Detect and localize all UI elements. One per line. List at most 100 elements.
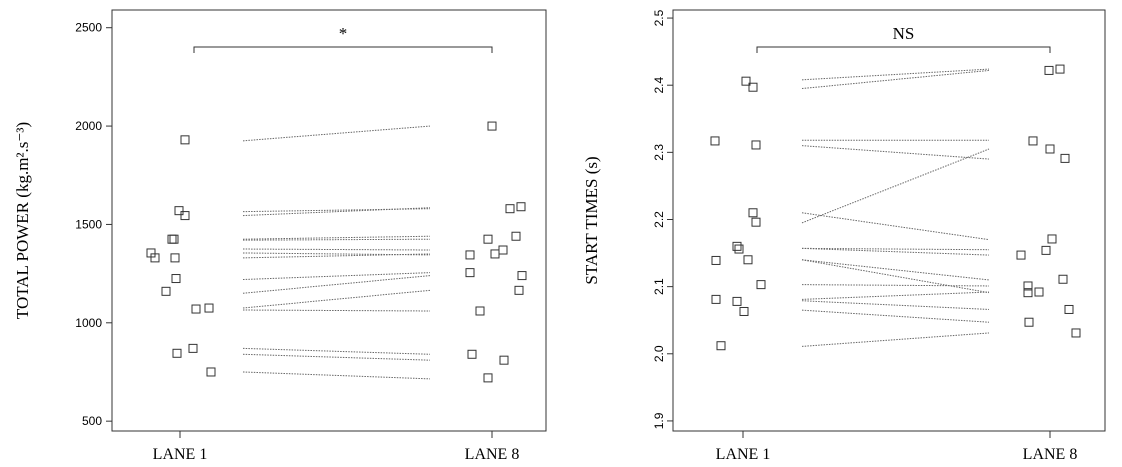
paired-lines	[242, 125, 431, 380]
paired-line	[242, 347, 431, 355]
lane1-point	[748, 208, 758, 218]
x-tick-label: LANE 1	[716, 446, 771, 463]
significance-label: *	[339, 24, 348, 43]
plot-frame	[111, 9, 547, 432]
paired-line	[801, 212, 990, 241]
y-tick-label: 2.0	[652, 345, 666, 362]
paired-line	[242, 208, 431, 213]
paired-line	[801, 247, 990, 251]
lane1-point	[167, 234, 177, 244]
paired-line	[242, 272, 431, 281]
paired-line	[242, 353, 431, 361]
paired-line	[242, 252, 431, 256]
paired-line	[801, 284, 990, 287]
x-tick-label: LANE 8	[465, 446, 520, 463]
lane8-point	[467, 349, 477, 359]
lane1-point	[741, 76, 751, 86]
y-tick-label: 2.1	[652, 278, 666, 295]
lane8-point	[505, 204, 515, 214]
y-tick-label: 2.2	[652, 211, 666, 228]
x-tick-label: LANE 8	[1023, 446, 1078, 463]
lane8-point	[465, 268, 475, 278]
lane1-point	[716, 341, 726, 351]
lane8-point	[1064, 304, 1074, 314]
y-tick-label: 1500	[75, 217, 102, 231]
lane1-point	[751, 217, 761, 227]
y-tick-label: 500	[82, 414, 102, 428]
lane8-point	[1044, 65, 1054, 75]
significance-bracket: *	[193, 24, 493, 53]
paired-line	[242, 309, 431, 312]
y-tick-label: 2.3	[652, 144, 666, 161]
lane1-point	[172, 348, 182, 358]
y-axis-title: TOTAL POWER (kg.m².s⁻³)	[13, 122, 32, 319]
lane1-point	[171, 274, 181, 284]
y-axis: 500 1000 1500 2000 2500	[75, 21, 112, 428]
paired-line	[242, 207, 431, 217]
y-tick-label: 2.5	[652, 9, 666, 26]
paired-line	[801, 247, 990, 256]
paired-line	[801, 291, 990, 300]
lane1-point	[150, 253, 160, 263]
significance-label: NS	[893, 24, 915, 43]
paired-line	[801, 145, 990, 160]
total-power-panel: 500 1000 1500 2000 2500 LANE 1 LANE 8 * TOTAL…	[13, 9, 547, 463]
paired-line	[242, 248, 431, 251]
lane8-point	[487, 121, 497, 131]
lane1-point	[161, 286, 171, 296]
y-axis-title: START TIMES (s)	[582, 156, 601, 284]
y-tick-label: 1000	[75, 316, 102, 330]
data-points	[146, 121, 527, 383]
lane1-point	[180, 135, 190, 145]
y-tick-label: 2500	[75, 21, 102, 35]
lane1-point	[191, 304, 201, 314]
lane8-point	[511, 231, 521, 241]
x-axis: LANE 1 LANE 8	[153, 431, 520, 463]
lane8-point	[1060, 153, 1070, 163]
lane1-point	[739, 306, 749, 316]
paired-line	[242, 238, 431, 241]
y-tick-label: 2.4	[652, 77, 666, 94]
lane8-point	[1023, 288, 1033, 298]
lane1-point	[751, 140, 761, 150]
paired-lines	[801, 68, 990, 347]
lane8-point	[1047, 234, 1057, 244]
lane1-point	[711, 294, 721, 304]
data-points	[710, 64, 1081, 351]
paired-line	[801, 259, 990, 281]
lane1-point	[732, 296, 742, 306]
lane1-point	[748, 82, 758, 92]
lane1-point	[188, 343, 198, 353]
significance-bracket: NS	[756, 24, 1051, 53]
lane8-point	[1023, 281, 1033, 291]
paired-line	[801, 332, 990, 347]
lane1-point	[180, 211, 190, 221]
lane8-point	[498, 245, 508, 255]
y-axis: 1.9 2.0 2.1 2.2 2.3 2.4 2.5	[652, 9, 673, 429]
lane1-point	[174, 206, 184, 216]
paired-line	[801, 68, 990, 81]
lane8-point	[475, 306, 485, 316]
lane1-point	[169, 234, 179, 244]
lane8-point	[1016, 250, 1026, 260]
lane8-point	[517, 271, 527, 281]
lane1-point	[206, 367, 216, 377]
paired-line	[801, 69, 990, 90]
lane8-point	[490, 249, 500, 259]
lane8-point	[516, 202, 526, 212]
lane8-point	[1071, 328, 1081, 338]
lane8-point	[1024, 317, 1034, 327]
lane8-point	[483, 234, 493, 244]
lane1-point	[732, 241, 742, 251]
x-tick-label: LANE 1	[153, 446, 208, 463]
lane1-point	[743, 255, 753, 265]
lane1-point	[170, 253, 180, 263]
lane8-point	[514, 285, 524, 295]
paired-line	[242, 371, 431, 380]
lane1-point	[711, 255, 721, 265]
lane8-point	[499, 355, 509, 365]
paired-line	[242, 235, 431, 240]
lane1-point	[710, 136, 720, 146]
paired-line	[242, 125, 431, 142]
